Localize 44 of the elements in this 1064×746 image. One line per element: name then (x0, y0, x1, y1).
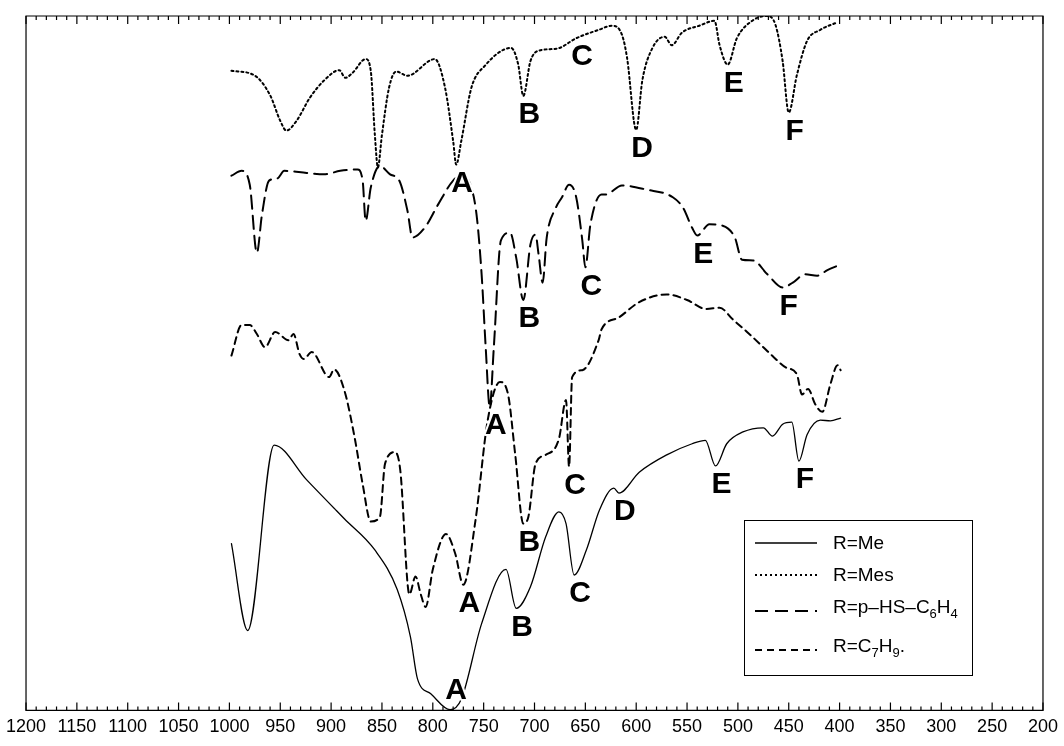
annotation: B (518, 523, 541, 557)
x-tick-label: 1000 (209, 716, 250, 737)
annotation: F (779, 287, 798, 321)
x-tick-label: 450 (773, 716, 804, 737)
x-tick-label: 1050 (158, 716, 199, 737)
legend-label: R=Mes (832, 563, 894, 588)
x-tick-label: 850 (366, 716, 397, 737)
annotation: C (569, 575, 591, 609)
x-tick-label: 350 (875, 716, 906, 737)
legend-label: R=p–HS–C$_{6}$H$_{4}$ (832, 595, 958, 624)
legend-label: R=Me (832, 531, 885, 556)
annotation: F (785, 112, 804, 146)
x-tick-label: 550 (672, 716, 703, 737)
legend-label: R=C$_{7}$H$_{9}$. (832, 634, 905, 662)
x-tick-label: 300 (926, 716, 957, 737)
x-tick-label: 950 (265, 716, 296, 737)
x-tick-label: 250 (977, 716, 1008, 737)
annotation: B (518, 96, 541, 130)
x-tick-label: 1100 (108, 716, 148, 737)
x-tick-label: 650 (570, 716, 601, 737)
annotation: B (511, 608, 534, 642)
annotation: C (571, 38, 594, 72)
x-tick-label: 500 (722, 716, 753, 737)
annotation: A (484, 407, 507, 441)
annotation: D (614, 493, 636, 527)
x-tick-label: 750 (468, 716, 499, 737)
x-tick-label: 600 (621, 716, 652, 737)
x-tick-label: 800 (417, 716, 448, 737)
x-tick-label: 700 (519, 716, 550, 737)
annotation: F (795, 461, 815, 495)
annotation: B (518, 300, 541, 334)
annotation: D (631, 130, 654, 164)
x-tick-label: 200 (1027, 716, 1059, 737)
annotation: C (580, 267, 603, 301)
annotation: A (445, 671, 467, 705)
x-tick-label: 1150 (57, 716, 97, 737)
annotation: C (564, 466, 586, 500)
annotation: E (693, 235, 714, 269)
x-tick-label: 900 (316, 716, 347, 737)
annotation: E (723, 64, 744, 98)
x-tick-label: 1200 (6, 716, 47, 737)
annotation: E (711, 466, 732, 500)
x-tick-label: 400 (824, 716, 855, 737)
annotation: A (458, 584, 481, 618)
